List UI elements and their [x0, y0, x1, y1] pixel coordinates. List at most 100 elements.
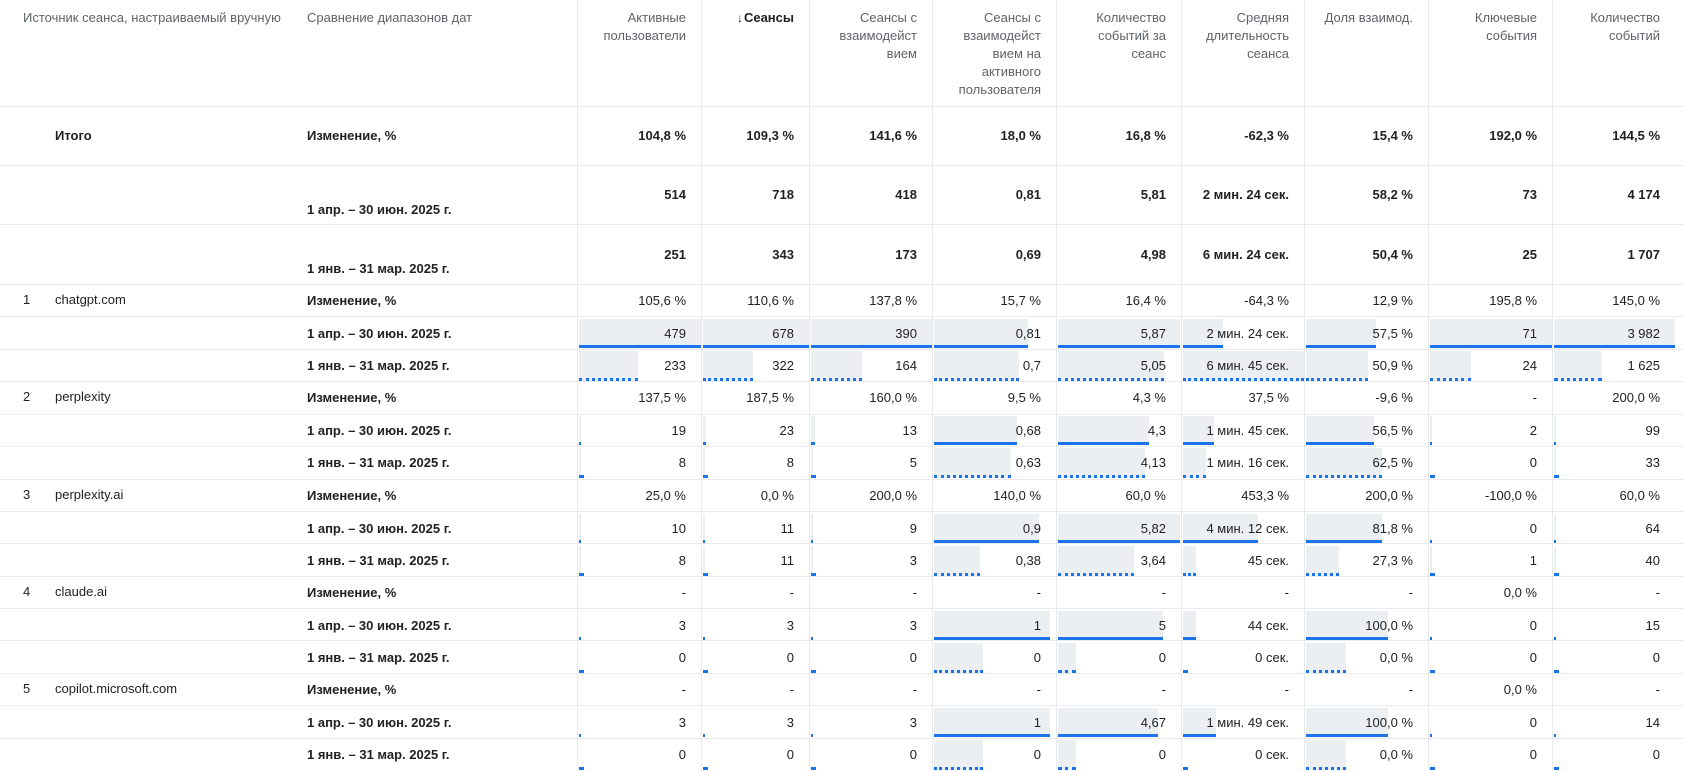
- previous-period-bar: [703, 740, 705, 770]
- metric-value: 0,68: [1015, 422, 1041, 438]
- previous-period-bar: [1058, 643, 1076, 673]
- metric-value: -: [1408, 682, 1413, 697]
- metric-value: 3: [786, 617, 794, 633]
- row-number: 3: [23, 487, 31, 502]
- column-header-metric[interactable]: Количество событий за сеанс: [1096, 10, 1166, 61]
- previous-period-bar: [579, 448, 581, 478]
- metric-value: 4,67: [1140, 714, 1166, 730]
- metric-value: 2 мин. 24 сек.: [1206, 325, 1289, 341]
- column-header-metric[interactable]: Сеансы с взаимодейст вием на активного польз…: [958, 10, 1041, 97]
- row-divider: [0, 511, 1684, 512]
- source-link[interactable]: chatgpt.com: [55, 292, 126, 307]
- metric-value: -: [912, 682, 917, 697]
- row-divider: [0, 479, 1684, 480]
- metric-value: 0 сек.: [1255, 747, 1289, 762]
- source-link[interactable]: perplexity: [55, 389, 111, 404]
- metric-value: -: [1036, 585, 1041, 600]
- totals-value: 141,6 %: [869, 128, 917, 143]
- metric-value: 233: [664, 358, 686, 373]
- change-label: Изменение, %: [307, 585, 397, 600]
- metric-value: 4 мин. 12 сек.: [1206, 520, 1289, 536]
- metric-value: 0: [1033, 747, 1041, 762]
- row-number: 1: [23, 292, 31, 307]
- source-link[interactable]: claude.ai: [55, 584, 108, 599]
- previous-period-bar: [579, 351, 638, 381]
- current-period-bar: [1554, 513, 1556, 543]
- metric-value: 0: [1529, 617, 1537, 633]
- totals-value: 0,69: [1015, 247, 1041, 262]
- metric-value: 3,64: [1140, 553, 1166, 568]
- source-link[interactable]: perplexity.ai: [55, 487, 124, 502]
- metric-value: 4,13: [1140, 455, 1166, 470]
- metric-value: 56,5 %: [1372, 422, 1413, 438]
- metric-value: 25,0 %: [645, 488, 686, 503]
- metric-value: -: [681, 585, 686, 600]
- totals-value: 16,8 %: [1125, 128, 1166, 143]
- column-header-metric[interactable]: Активные пользователи: [603, 10, 686, 43]
- column-header-metric[interactable]: Ключевые события: [1474, 10, 1537, 43]
- current-period-bar: [1183, 415, 1214, 445]
- row-divider: [0, 673, 1684, 674]
- metric-value: 0: [1529, 747, 1537, 762]
- metric-value: 0: [786, 747, 794, 762]
- metric-value: 0,0 %: [1379, 650, 1413, 665]
- current-period-bar: [934, 707, 1050, 737]
- metric-value: 60,0 %: [1619, 488, 1660, 503]
- metric-value: 1: [1033, 617, 1041, 633]
- column-header-metric[interactable]: Сеансы с взаимодейст вием: [839, 10, 917, 61]
- previous-period-bar: [934, 546, 980, 576]
- metric-value: 3: [786, 714, 794, 730]
- metric-value: 5: [909, 455, 917, 470]
- previous-period-bar: [1058, 546, 1134, 576]
- metric-value: 479: [664, 325, 686, 341]
- row-divider: [0, 576, 1684, 577]
- column-header-metric[interactable]: ↓Сеансы: [736, 10, 794, 25]
- metric-value: 0: [678, 747, 686, 762]
- current-period-bar: [1183, 610, 1196, 640]
- column-header-metric[interactable]: Доля взаимод.: [1324, 10, 1413, 25]
- metric-value: 0: [1158, 747, 1166, 762]
- date-range-label: 1 янв. – 31 мар. 2025 г.: [307, 650, 450, 665]
- metric-value: 45 сек.: [1247, 553, 1289, 568]
- metric-value: 0: [1529, 520, 1537, 536]
- totals-value: 1 707: [1627, 247, 1660, 262]
- current-period-bar: [1306, 707, 1388, 737]
- metric-value: 64: [1645, 520, 1660, 536]
- column-header-metric[interactable]: Количество событий: [1590, 10, 1660, 43]
- column-divider: [577, 0, 578, 771]
- metric-value: 5,87: [1140, 325, 1166, 341]
- metric-value: 0,0 %: [760, 488, 794, 503]
- source-link[interactable]: copilot.microsoft.com: [55, 681, 178, 696]
- metric-value: 14: [1645, 714, 1660, 730]
- column-header-metric[interactable]: Средняя длительность сеанса: [1205, 10, 1289, 61]
- current-period-bar: [579, 513, 581, 543]
- metric-value: 0: [909, 650, 917, 665]
- current-period-bar: [703, 415, 706, 445]
- date-range-label: 1 янв. – 31 мар. 2025 г.: [307, 553, 450, 568]
- column-header-date-compare[interactable]: Сравнение диапазонов дат: [307, 10, 473, 25]
- metric-value: 3 982: [1627, 325, 1660, 341]
- current-period-bar: [703, 318, 809, 348]
- metric-value: 0,81: [1015, 325, 1041, 341]
- metric-value: 0 сек.: [1255, 650, 1289, 665]
- previous-period-bar: [1058, 351, 1164, 381]
- metric-value: 15: [1645, 617, 1660, 633]
- metric-value: 9: [909, 520, 917, 536]
- totals-value: 0,81: [1015, 187, 1041, 202]
- metric-value: 0,0 %: [1503, 682, 1537, 697]
- metric-value: 137,8 %: [869, 293, 917, 308]
- metric-value: 27,3 %: [1372, 553, 1413, 568]
- current-period-bar: [1430, 514, 1432, 543]
- current-period-bar: [1058, 707, 1158, 737]
- date-range-label: 1 янв. – 31 мар. 2025 г.: [307, 747, 450, 762]
- metric-value: 200,0 %: [1365, 488, 1413, 503]
- previous-period-bar: [1183, 740, 1185, 770]
- column-header-source[interactable]: Источник сеанса, настраиваемый вручную: [23, 10, 281, 25]
- previous-period-bar: [1554, 643, 1556, 673]
- totals-label: Итого: [55, 128, 92, 143]
- current-period-bar: [811, 513, 813, 543]
- metric-value: 81,8 %: [1372, 520, 1413, 536]
- metric-value: -9,6 %: [1375, 390, 1413, 405]
- current-period-bar: [1306, 513, 1382, 543]
- metric-value: -: [681, 682, 686, 697]
